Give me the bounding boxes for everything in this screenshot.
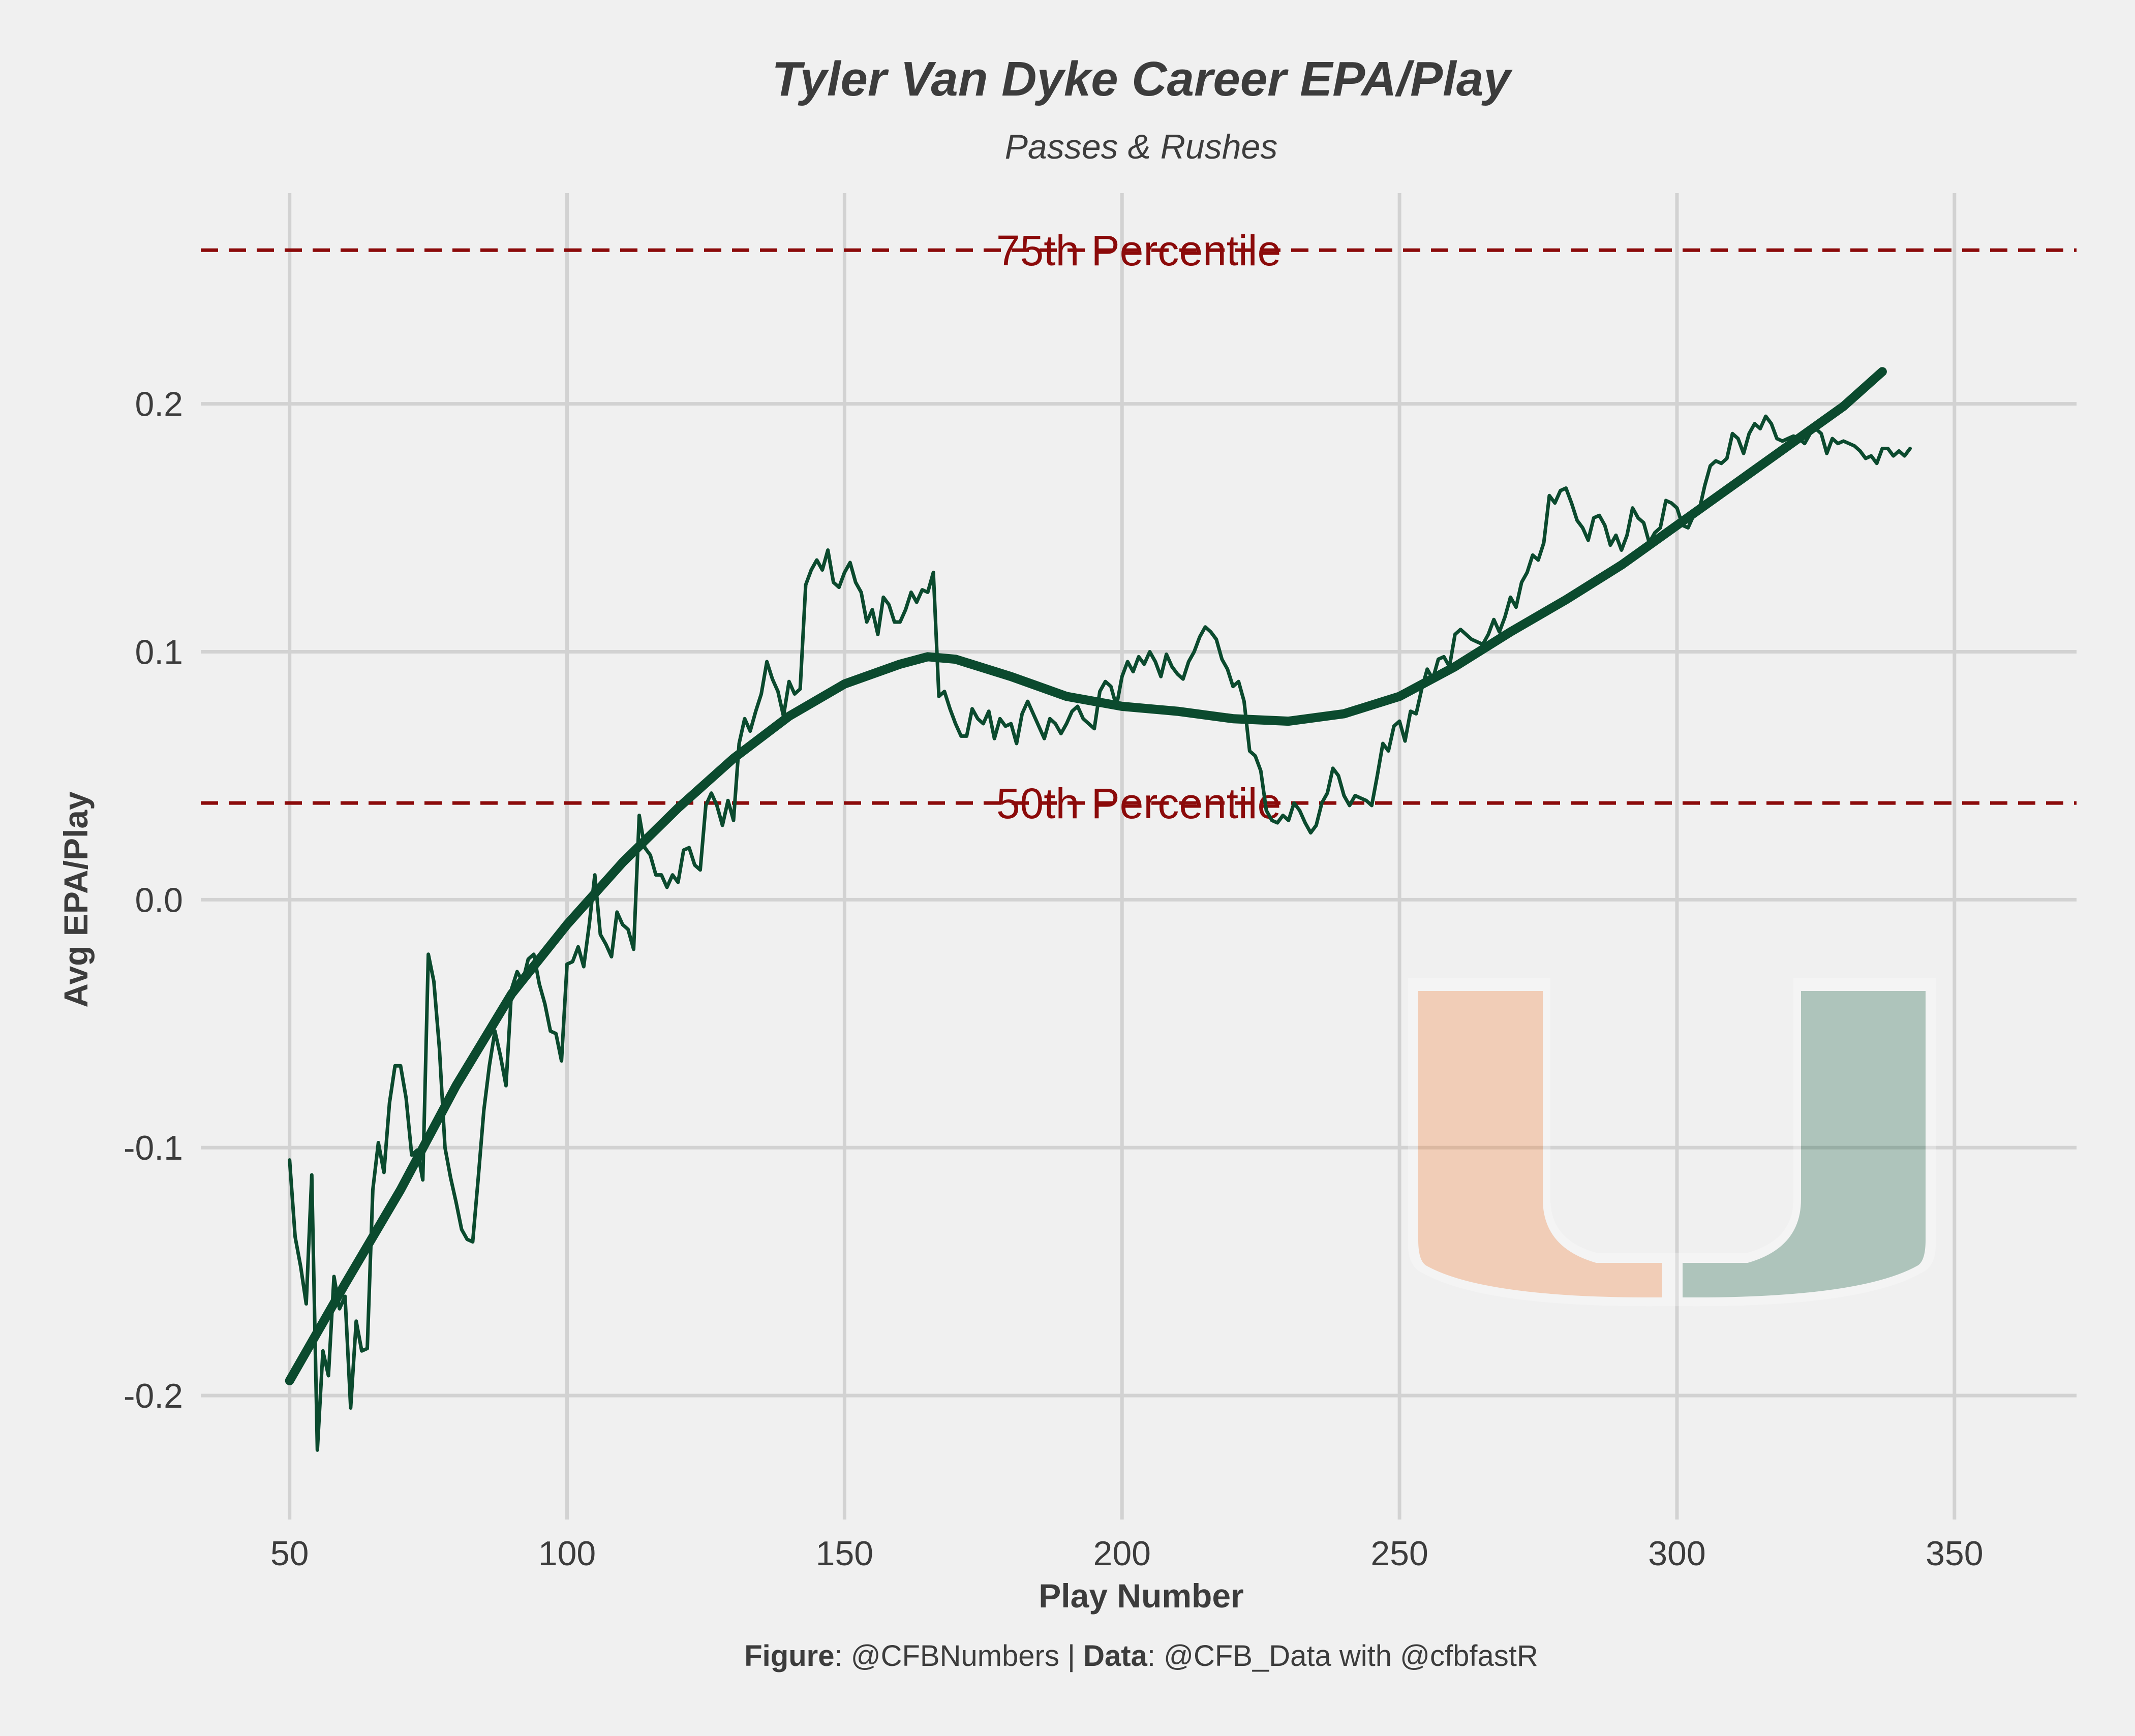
logo-u-left-half xyxy=(1418,991,1662,1298)
caption-data-label: Data xyxy=(1083,1639,1147,1672)
y-axis-title: Avg EPA/Play xyxy=(57,791,95,1008)
miami-u-logo xyxy=(1408,978,1936,1307)
y-tick-label: -0.1 xyxy=(124,1129,183,1167)
x-tick-label: 200 xyxy=(1093,1534,1151,1573)
logo-u-right-outline xyxy=(1672,978,1936,1307)
x-tick-label: 300 xyxy=(1648,1534,1705,1573)
logo-u-left-outline xyxy=(1408,978,1672,1307)
reference-line-label: 50th Percentile xyxy=(996,780,1281,827)
x-axis-ticks: 50 100 150 200 250 300 350 xyxy=(270,1534,1984,1573)
x-axis-title: Play Number xyxy=(1039,1577,1243,1615)
gridlines xyxy=(201,193,2077,1520)
smoothed-trend-line xyxy=(285,367,1887,1385)
logo-u-right-half xyxy=(1683,991,1926,1298)
x-tick-label: 100 xyxy=(538,1534,596,1573)
x-tick-label: 250 xyxy=(1370,1534,1428,1573)
reference-lines: 75th Percentile 50th Percentile xyxy=(201,227,2077,827)
y-tick-label: 0.2 xyxy=(135,385,183,424)
caption-figure-label: Figure xyxy=(744,1639,834,1672)
x-tick-label: 350 xyxy=(1926,1534,1983,1573)
y-tick-label: 0.0 xyxy=(135,881,183,919)
x-tick-label: 150 xyxy=(816,1534,873,1573)
caption-figure-text: : @CFBNumbers | xyxy=(834,1639,1083,1672)
figure-caption: Figure: @CFBNumbers | Data: @CFB_Data wi… xyxy=(744,1639,1538,1672)
reference-line-label: 75th Percentile xyxy=(996,227,1281,274)
chart-title: Tyler Van Dyke Career EPA/Play xyxy=(772,52,1513,106)
x-tick-label: 50 xyxy=(270,1534,309,1573)
series-layer xyxy=(285,367,1912,1452)
chart-subtitle: Passes & Rushes xyxy=(1005,128,1278,166)
caption-data-text: : @CFB_Data with @cfbfastR xyxy=(1147,1639,1538,1672)
y-tick-label: -0.2 xyxy=(124,1377,183,1415)
y-axis-ticks: -0.2 -0.1 0.0 0.1 0.2 xyxy=(124,385,183,1415)
epa-rolling-line xyxy=(288,414,1912,1452)
y-tick-label: 0.1 xyxy=(135,633,183,672)
